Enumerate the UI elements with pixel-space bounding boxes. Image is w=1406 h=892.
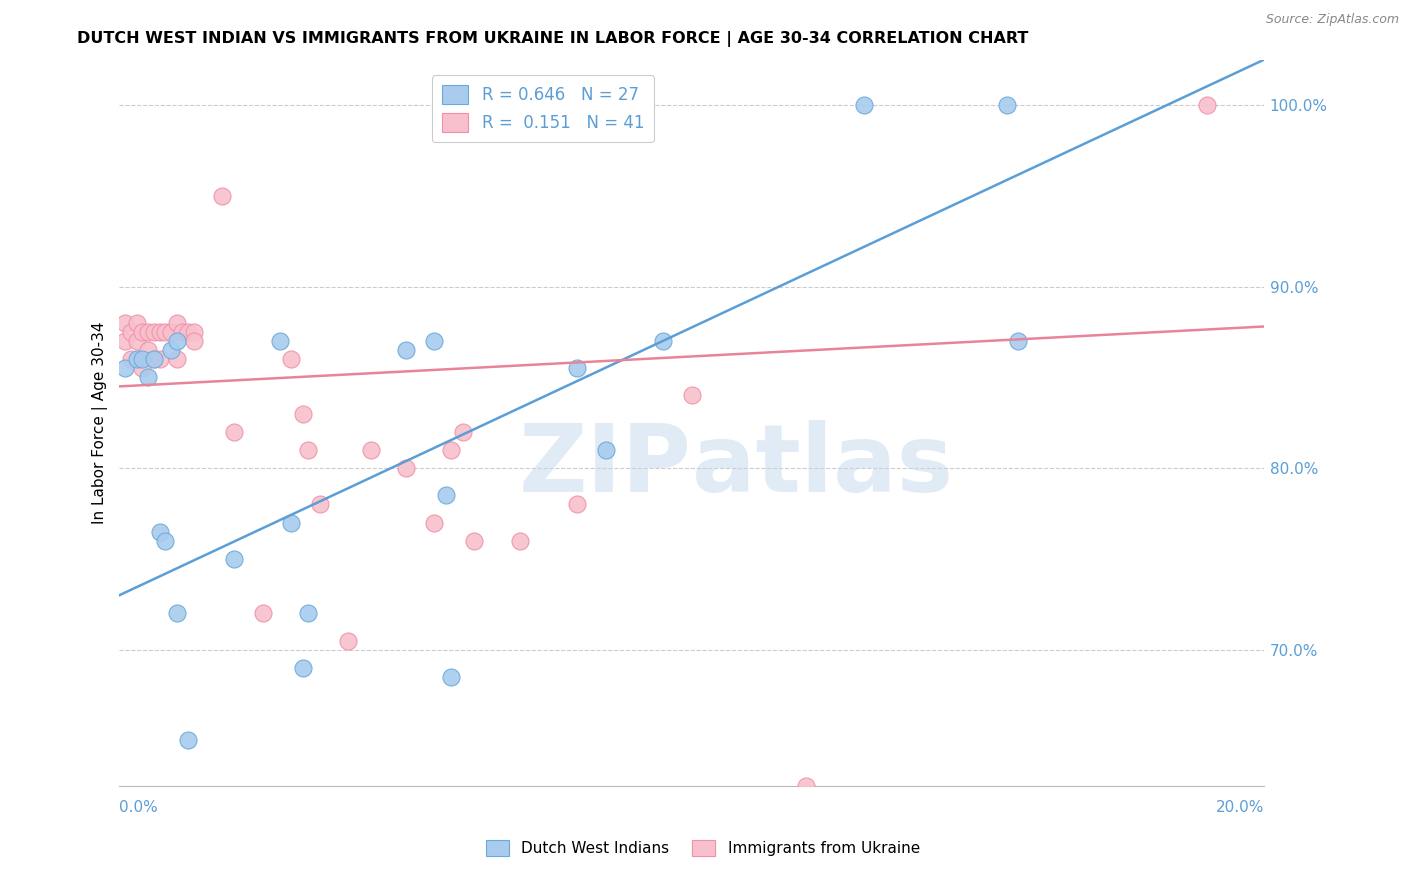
Point (114, 361, 136, 376)
Point (794, 779, 817, 793)
Point (211, 188, 233, 202)
Point (222, 552, 245, 566)
Text: 20.0%: 20.0% (1216, 800, 1264, 815)
Point (136, 370, 159, 384)
Point (681, 388, 703, 402)
Point (177, 733, 200, 747)
Point (595, 442, 617, 457)
Point (440, 442, 463, 457)
Point (148, 352, 170, 367)
Point (172, 325, 194, 339)
Point (852, 98, 875, 112)
Point (623, 98, 645, 112)
Point (160, 343, 183, 357)
Point (297, 442, 319, 457)
Point (160, 325, 183, 339)
Point (183, 325, 205, 339)
Point (567, 497, 589, 511)
Point (142, 352, 165, 367)
Point (269, 334, 291, 348)
Point (423, 334, 446, 348)
Point (652, 334, 675, 348)
Point (142, 325, 165, 339)
Point (360, 442, 382, 457)
Y-axis label: In Labor Force | Age 30-34: In Labor Force | Age 30-34 (93, 321, 108, 524)
Point (136, 325, 159, 339)
Point (114, 334, 136, 348)
Legend: Dutch West Indians, Immigrants from Ukraine: Dutch West Indians, Immigrants from Ukra… (479, 834, 927, 862)
Point (120, 325, 142, 339)
Point (125, 316, 148, 330)
Point (995, 98, 1018, 112)
Point (166, 316, 188, 330)
Legend: R = 0.646   N = 27, R =  0.151   N = 41: R = 0.646 N = 27, R = 0.151 N = 41 (432, 75, 654, 142)
Point (166, 334, 188, 348)
Point (394, 461, 416, 475)
Point (131, 361, 153, 376)
Point (423, 516, 446, 530)
Point (291, 407, 314, 421)
Point (131, 352, 153, 367)
Point (222, 425, 245, 439)
Point (166, 607, 188, 621)
Point (440, 670, 463, 684)
Point (114, 316, 136, 330)
Point (148, 325, 170, 339)
Point (142, 352, 165, 367)
Text: DUTCH WEST INDIAN VS IMMIGRANTS FROM UKRAINE IN LABOR FORCE | AGE 30-34 CORRELAT: DUTCH WEST INDIAN VS IMMIGRANTS FROM UKR… (77, 31, 1029, 47)
Point (291, 661, 314, 675)
Point (1007, 334, 1029, 348)
Point (120, 352, 142, 367)
Point (434, 488, 457, 502)
Point (280, 352, 302, 367)
Point (280, 516, 302, 530)
Point (451, 425, 474, 439)
Point (297, 607, 319, 621)
Point (166, 352, 188, 367)
Point (125, 334, 148, 348)
Point (337, 633, 360, 648)
Point (252, 607, 274, 621)
Point (394, 343, 416, 357)
Point (509, 533, 531, 548)
Point (155, 325, 177, 339)
Text: ZIP: ZIP (519, 420, 692, 512)
Point (463, 533, 485, 548)
Point (131, 325, 153, 339)
Text: Source: ZipAtlas.com: Source: ZipAtlas.com (1265, 13, 1399, 27)
Point (136, 343, 159, 357)
Point (155, 533, 177, 548)
Point (148, 524, 170, 539)
Point (177, 325, 200, 339)
Point (1195, 98, 1218, 112)
Point (567, 361, 589, 376)
Point (308, 497, 330, 511)
Point (125, 352, 148, 367)
Point (183, 334, 205, 348)
Text: atlas: atlas (692, 420, 953, 512)
Text: 0.0%: 0.0% (120, 800, 159, 815)
